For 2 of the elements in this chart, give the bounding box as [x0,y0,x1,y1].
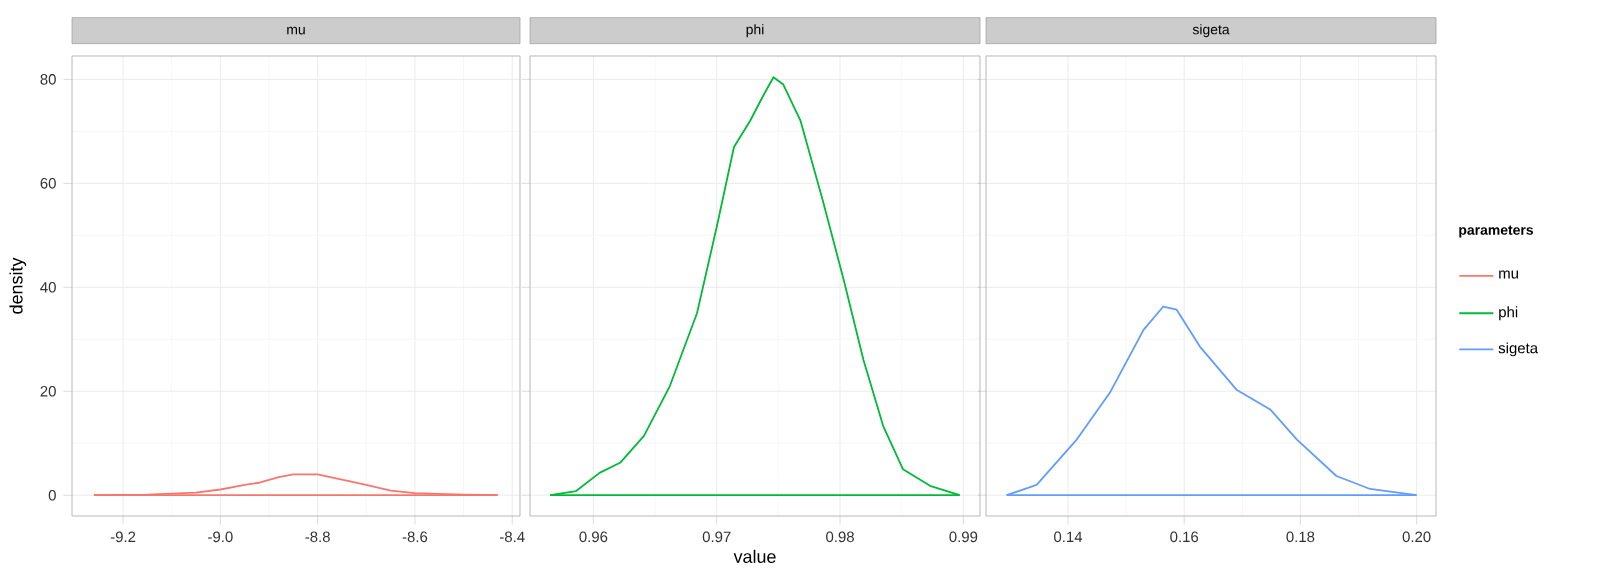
x-axis-title: value [733,549,776,563]
y-axis-title: density [9,257,27,314]
